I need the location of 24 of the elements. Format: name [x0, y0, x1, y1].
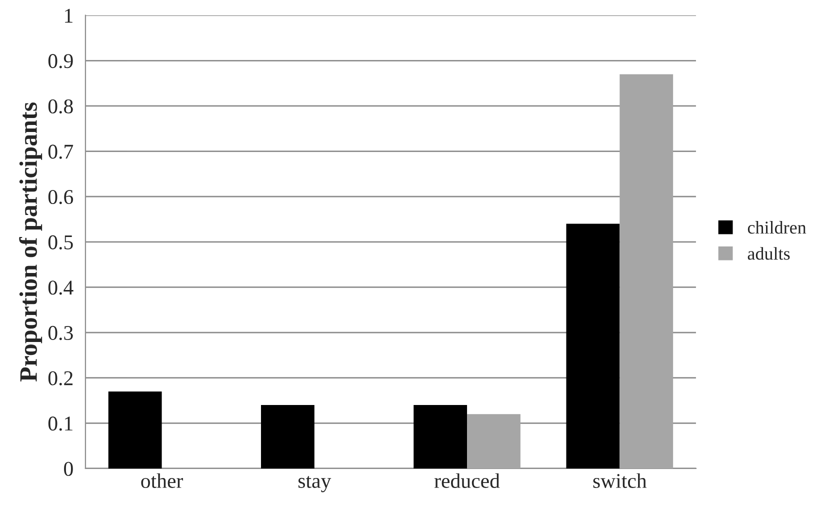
bar [414, 405, 468, 468]
y-tick-label: 1 [65, 8, 72, 23]
y-tick-label: 0 [64, 462, 73, 476]
x-tick-label: stay [298, 476, 332, 492]
y-tick-label: 0.6 [48, 190, 74, 204]
bar [108, 391, 162, 468]
y-tick-label: 0.5 [48, 235, 73, 250]
legend-label: adults [748, 247, 790, 260]
y-tick-label: 0.1 [48, 416, 72, 431]
x-tick-label: reduced [434, 473, 500, 488]
bar [566, 224, 620, 468]
bar [260, 405, 314, 468]
legend-label: children [748, 221, 806, 234]
y-tick-label: 0.8 [48, 99, 73, 114]
bar [467, 414, 520, 468]
y-tick-label: 0.3 [48, 326, 73, 340]
bar [620, 74, 674, 468]
y-tick-label: 0.2 [48, 371, 73, 386]
y-tick-label: 0.7 [48, 144, 74, 159]
x-tick-label: other [141, 473, 183, 488]
y-tick-label: 0.9 [48, 54, 73, 68]
y-axis-title: Proportion of participants [19, 102, 42, 382]
y-tick-label: 0.4 [48, 280, 74, 295]
x-tick-label: switch [593, 473, 647, 488]
